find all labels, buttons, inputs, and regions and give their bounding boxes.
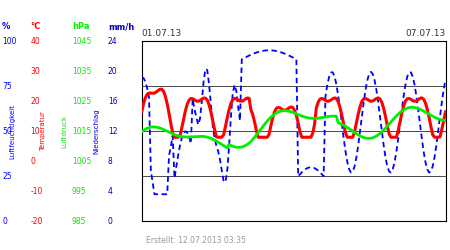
Text: 25: 25 — [2, 172, 12, 181]
Text: 100: 100 — [2, 37, 17, 46]
Text: 8: 8 — [108, 157, 113, 166]
Text: Luftdruck: Luftdruck — [61, 115, 68, 148]
Text: 985: 985 — [72, 217, 86, 226]
Text: 75: 75 — [2, 82, 12, 91]
Text: 0: 0 — [31, 157, 36, 166]
Text: 4: 4 — [108, 187, 113, 196]
Text: 01.07.13: 01.07.13 — [142, 29, 182, 38]
Text: -10: -10 — [31, 187, 43, 196]
Text: hPa: hPa — [72, 22, 90, 31]
Text: Erstellt: 12.07.2013 03:35: Erstellt: 12.07.2013 03:35 — [146, 236, 246, 245]
Text: 1035: 1035 — [72, 67, 91, 76]
Text: %: % — [2, 22, 11, 31]
Text: 30: 30 — [31, 67, 40, 76]
Text: Temperatur: Temperatur — [40, 111, 46, 151]
Text: 40: 40 — [31, 37, 40, 46]
Text: mm/h: mm/h — [108, 22, 134, 31]
Text: 1015: 1015 — [72, 127, 91, 136]
Text: -20: -20 — [31, 217, 43, 226]
Text: 24: 24 — [108, 37, 117, 46]
Text: 1025: 1025 — [72, 97, 91, 106]
Text: °C: °C — [31, 22, 41, 31]
Text: 995: 995 — [72, 187, 86, 196]
Text: 1005: 1005 — [72, 157, 91, 166]
Text: 16: 16 — [108, 97, 117, 106]
Text: 20: 20 — [31, 97, 40, 106]
Text: 20: 20 — [108, 67, 117, 76]
Text: 0: 0 — [2, 217, 7, 226]
Text: 07.07.13: 07.07.13 — [405, 29, 446, 38]
Text: 1045: 1045 — [72, 37, 91, 46]
Text: Niederschlag: Niederschlag — [94, 108, 100, 154]
Text: 0: 0 — [108, 217, 113, 226]
Text: 12: 12 — [108, 127, 117, 136]
Text: 50: 50 — [2, 127, 12, 136]
Text: Luftfeuchtigkeit: Luftfeuchtigkeit — [9, 104, 16, 159]
Text: 10: 10 — [31, 127, 40, 136]
